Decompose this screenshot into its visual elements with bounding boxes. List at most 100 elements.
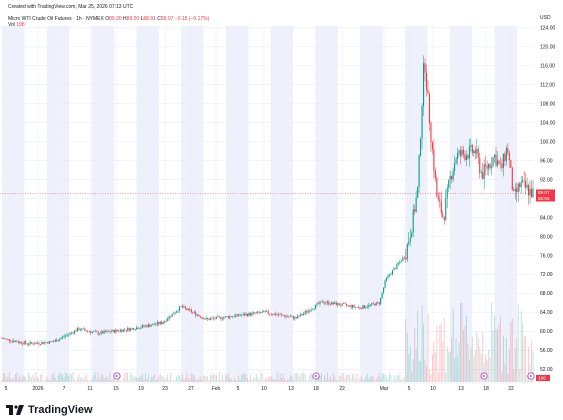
candle-body <box>297 315 299 319</box>
volume-bar <box>45 376 47 382</box>
volume-bar <box>424 360 426 382</box>
candle-body <box>316 303 318 305</box>
candle-body <box>394 268 396 269</box>
candle-body <box>273 313 275 315</box>
volume-bar <box>446 346 448 382</box>
volume-bar <box>38 378 40 382</box>
volume-bar <box>369 376 371 382</box>
volume-bar <box>158 374 160 382</box>
high-value: 89.20 <box>126 16 140 22</box>
volume-bar <box>477 338 479 382</box>
volume-bar <box>139 377 141 382</box>
candle-body <box>39 344 42 345</box>
volume-bar <box>236 380 238 382</box>
price-tick-label: 92.00 <box>540 177 553 183</box>
price-tick-label: 112.00 <box>540 83 555 89</box>
candle-body <box>451 175 453 180</box>
volume-bar <box>471 336 473 382</box>
candle-body <box>461 149 463 156</box>
candle-body <box>227 316 229 318</box>
candle-body <box>167 318 169 321</box>
candle-body <box>462 149 465 155</box>
candle-body <box>359 307 361 309</box>
volume-bar <box>221 373 223 382</box>
volume-bar <box>99 379 101 382</box>
candle-body <box>239 315 241 316</box>
candle-body <box>442 213 444 217</box>
tradingview-logo-text: TradingView <box>28 404 93 416</box>
volume-bar <box>445 372 447 382</box>
volume-bar <box>480 353 482 382</box>
candle-body <box>532 188 534 198</box>
volume-bar <box>423 323 425 382</box>
candle-body <box>113 329 115 333</box>
price-axis[interactable]: 124.00 120.00 116.00 112.00 108.00 104.00 100.… <box>536 15 556 381</box>
candle-body <box>341 303 343 306</box>
volume-bar <box>149 380 151 382</box>
symbol-legend: Micro WTI Crude Oil Futures · 1h · NYMEX… <box>8 16 209 28</box>
time-axis[interactable]: 5 2026 7 11 15 19 23 27 Feb 5 10 13 18 22 Mar 5 10 13 18 22 <box>0 382 534 392</box>
candle-body <box>501 163 503 168</box>
candle-body <box>165 320 167 322</box>
candle-body <box>84 328 86 331</box>
candle-body <box>62 336 64 338</box>
candle-body <box>353 305 355 308</box>
volume-bar <box>465 315 467 382</box>
candle-body <box>523 180 525 181</box>
candle-body <box>496 160 499 166</box>
candle-body <box>127 328 129 331</box>
candle-body <box>32 343 34 345</box>
volume-bar <box>335 380 337 382</box>
volume-bar <box>448 351 450 382</box>
volume-bar <box>2 373 4 382</box>
high-label: H <box>123 16 127 22</box>
volume-bar <box>59 372 61 382</box>
candle-body <box>530 188 533 198</box>
candle-body <box>529 188 531 196</box>
candle-body <box>5 338 7 340</box>
candle-body <box>214 318 216 319</box>
candle-body <box>310 309 312 312</box>
candle-body <box>79 329 81 331</box>
candle-body <box>443 216 445 221</box>
volume-bar <box>499 316 501 382</box>
candle-body <box>418 155 420 188</box>
candle-body <box>343 303 345 304</box>
candle-body <box>149 324 151 327</box>
volume-bar <box>409 346 411 382</box>
price-tick-label: 100.00 <box>540 139 556 145</box>
volume-bar <box>344 378 346 382</box>
candle-body <box>366 306 368 308</box>
instrument-name[interactable]: Micro WTI Crude Oil Futures · 1h · NYMEX <box>8 16 104 22</box>
time-tick-label: 13 <box>458 386 464 392</box>
volume-bar <box>20 380 22 382</box>
candle-body <box>91 331 93 333</box>
candle-body <box>279 314 281 315</box>
candle-body <box>10 341 12 342</box>
candle-body <box>220 316 222 319</box>
volume-bar <box>431 354 433 382</box>
session-band <box>136 26 159 382</box>
volume-bar <box>427 313 429 382</box>
candle-body <box>56 340 58 342</box>
candle-body <box>464 154 466 160</box>
candle-body <box>362 305 364 309</box>
candle-body <box>23 341 25 345</box>
candle-body <box>246 313 249 316</box>
time-tick-label: 27 <box>188 386 194 392</box>
candle-body <box>215 316 218 319</box>
volume-bar <box>174 379 176 382</box>
price-tick-label: 60.00 <box>540 329 553 335</box>
volume-bar <box>378 372 380 382</box>
volume-bar <box>218 372 220 382</box>
candle-body <box>235 315 237 317</box>
session-band <box>46 26 70 382</box>
candle-body <box>294 317 296 319</box>
volume-bar <box>522 321 524 382</box>
event-markers[interactable] <box>113 372 535 380</box>
candle-body <box>357 307 360 308</box>
candle-body <box>99 333 101 335</box>
volume-bar <box>168 380 170 382</box>
volume-bar <box>96 379 98 382</box>
